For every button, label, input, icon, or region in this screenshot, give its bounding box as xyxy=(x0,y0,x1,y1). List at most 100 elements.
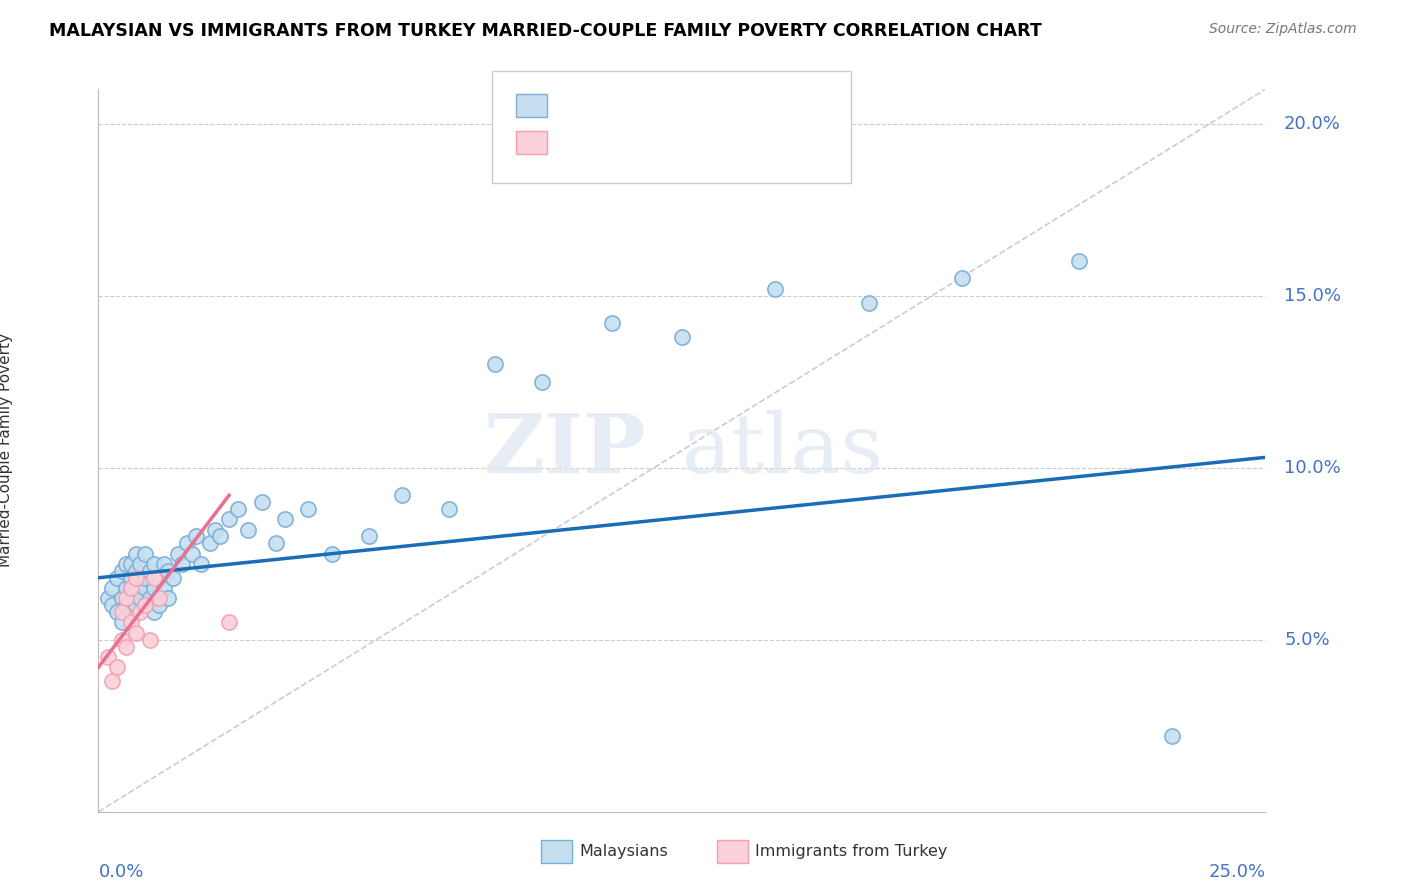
Text: 10.0%: 10.0% xyxy=(1284,458,1341,476)
Point xyxy=(200,536,222,550)
Point xyxy=(120,557,142,571)
Point xyxy=(204,523,226,537)
Point xyxy=(484,358,506,372)
Point xyxy=(359,529,381,543)
Text: 15.0%: 15.0% xyxy=(1284,286,1341,305)
Point xyxy=(101,581,124,595)
Point xyxy=(111,564,134,578)
Point xyxy=(134,599,156,613)
Point xyxy=(321,547,343,561)
Point xyxy=(208,529,231,543)
Point xyxy=(120,581,142,595)
Point xyxy=(166,547,188,561)
Text: R =  0.195: R = 0.195 xyxy=(555,96,644,114)
Text: 20.0%: 20.0% xyxy=(1284,114,1341,133)
Text: N = 67: N = 67 xyxy=(720,96,778,114)
Point xyxy=(143,581,166,595)
Text: atlas: atlas xyxy=(682,410,884,491)
Point xyxy=(236,523,259,537)
Point xyxy=(228,502,250,516)
Point xyxy=(111,615,134,630)
Point xyxy=(105,571,128,585)
Point xyxy=(134,571,156,585)
Point xyxy=(134,599,156,613)
Point xyxy=(97,591,120,606)
Point xyxy=(190,557,212,571)
Point xyxy=(186,529,208,543)
Point xyxy=(858,295,880,310)
Point xyxy=(264,536,287,550)
Point xyxy=(600,316,623,330)
Text: Malaysians: Malaysians xyxy=(579,845,668,859)
Point xyxy=(134,547,156,561)
Point xyxy=(391,488,413,502)
Text: 25.0%: 25.0% xyxy=(1208,863,1265,881)
Point xyxy=(125,564,148,578)
Point xyxy=(157,564,180,578)
Text: ZIP: ZIP xyxy=(484,410,647,491)
Text: MALAYSIAN VS IMMIGRANTS FROM TURKEY MARRIED-COUPLE FAMILY POVERTY CORRELATION CH: MALAYSIAN VS IMMIGRANTS FROM TURKEY MARR… xyxy=(49,22,1042,40)
Point xyxy=(1067,254,1090,268)
Point xyxy=(115,640,138,654)
Point xyxy=(176,536,198,550)
Point xyxy=(125,571,148,585)
Point xyxy=(129,605,152,619)
Point xyxy=(530,375,553,389)
Point xyxy=(152,557,174,571)
Point xyxy=(148,591,170,606)
Point xyxy=(950,271,973,285)
Point xyxy=(120,615,142,630)
Point xyxy=(115,557,138,571)
Point xyxy=(250,495,273,509)
Point xyxy=(129,591,152,606)
Point xyxy=(671,330,693,344)
Point xyxy=(143,605,166,619)
Point xyxy=(148,599,170,613)
Point xyxy=(148,571,170,585)
Text: Source: ZipAtlas.com: Source: ZipAtlas.com xyxy=(1209,22,1357,37)
Point xyxy=(105,660,128,674)
Point xyxy=(125,625,148,640)
Point xyxy=(218,615,240,630)
Text: 5.0%: 5.0% xyxy=(1284,631,1330,648)
Point xyxy=(172,557,194,571)
Point xyxy=(125,547,148,561)
Point xyxy=(101,599,124,613)
Point xyxy=(120,605,142,619)
Point xyxy=(1161,729,1184,743)
Point xyxy=(120,571,142,585)
Text: Immigrants from Turkey: Immigrants from Turkey xyxy=(755,845,948,859)
Point xyxy=(101,673,124,688)
Point xyxy=(111,605,134,619)
Point xyxy=(143,571,166,585)
Point xyxy=(437,502,460,516)
Point xyxy=(763,282,786,296)
Text: 0.0%: 0.0% xyxy=(98,863,143,881)
Text: R =  0.329: R = 0.329 xyxy=(555,134,644,152)
Point xyxy=(139,564,162,578)
Point xyxy=(115,581,138,595)
Point xyxy=(157,591,180,606)
Point xyxy=(180,547,202,561)
Point xyxy=(274,512,297,526)
Point xyxy=(143,557,166,571)
Text: Married-Couple Family Poverty: Married-Couple Family Poverty xyxy=(0,334,13,567)
Point xyxy=(115,591,138,606)
Point xyxy=(139,632,162,647)
Point xyxy=(111,591,134,606)
Point xyxy=(162,571,184,585)
Point xyxy=(125,581,148,595)
Point xyxy=(218,512,240,526)
Point xyxy=(111,632,134,647)
Point xyxy=(105,605,128,619)
Point xyxy=(297,502,319,516)
Point xyxy=(115,599,138,613)
Point xyxy=(120,581,142,595)
Point xyxy=(152,581,174,595)
Point xyxy=(129,571,152,585)
Point xyxy=(97,649,120,664)
Point xyxy=(134,581,156,595)
Point xyxy=(129,557,152,571)
Point xyxy=(125,599,148,613)
Text: N = 17: N = 17 xyxy=(720,134,778,152)
